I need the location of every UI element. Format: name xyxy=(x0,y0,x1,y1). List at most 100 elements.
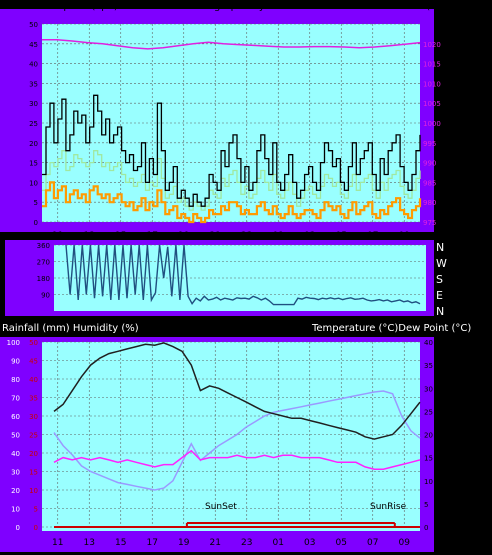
temp-x-tick-label: 19 xyxy=(178,538,190,548)
temp-x-tick-label: 01 xyxy=(273,538,284,548)
rain-tick-label: 40 xyxy=(29,376,38,384)
windspeed-tick-label: 50 xyxy=(29,21,38,29)
barometer-tick-label: 1015 xyxy=(423,61,441,69)
temp-x-tick-label: 13 xyxy=(84,538,95,548)
wind-x-tick-label: 17 xyxy=(147,231,158,241)
temp-x-tick-label: 17 xyxy=(147,538,158,548)
temp-x-tick-label: 23 xyxy=(241,538,252,548)
barometer-tick-label: 975 xyxy=(423,219,436,227)
humidity-tick-label: 50 xyxy=(11,432,20,440)
rain-tick-label: 15 xyxy=(29,469,38,477)
direction-tick-label: 270 xyxy=(37,259,50,267)
windspeed-tick-label: 10 xyxy=(29,179,38,187)
rain-tick-label: 0 xyxy=(34,524,38,532)
rain-humidity-axis-title: Rainfall (mm) Humidity (%) xyxy=(2,323,139,334)
direction-tick-label: 360 xyxy=(37,242,50,250)
wind-x-tick-label: 19 xyxy=(178,231,190,241)
direction-tick-label: 180 xyxy=(37,275,50,283)
temperature-tick-label: 10 xyxy=(424,478,433,486)
temperature-tick-label: 40 xyxy=(424,339,433,347)
windspeed-tick-label: 30 xyxy=(29,100,38,108)
direction-letter-s: S xyxy=(436,273,443,286)
direction-letter-w: W xyxy=(436,257,447,270)
sunrise-label: SunRise xyxy=(370,502,407,512)
humidity-tick-label: 0 xyxy=(16,524,20,532)
rain-tick-label: 5 xyxy=(34,506,38,514)
rain-tick-label: 50 xyxy=(29,339,38,347)
dewpoint-line xyxy=(53,449,421,470)
wind-x-tick-label: 05 xyxy=(336,231,347,241)
humidity-tick-label: 60 xyxy=(11,413,20,421)
temp-x-tick-label: 05 xyxy=(336,538,347,548)
barometer-line xyxy=(42,39,421,50)
direction-letter-n-top: N xyxy=(436,241,444,254)
temp-x-tick-label: 03 xyxy=(304,538,315,548)
wind-x-tick-label: 09 xyxy=(399,231,411,241)
temperature-tick-label: 30 xyxy=(424,385,433,393)
temperature-tick-label: 15 xyxy=(424,455,433,463)
wind-x-tick-label: 07 xyxy=(367,231,378,241)
barometer-tick-label: 1010 xyxy=(423,80,441,88)
barometer-tick-label: 1005 xyxy=(423,100,441,108)
wind-x-tick-label: 03 xyxy=(304,231,315,241)
barometer-tick-label: 995 xyxy=(423,140,436,148)
direction-letter-n-bottom: N xyxy=(436,305,444,318)
graph-title: 24 hour graph day : 01 March 2019 xyxy=(172,1,350,12)
windspeed-tick-label: 35 xyxy=(29,80,38,88)
barometer-tick-label: 985 xyxy=(423,179,436,187)
windspeed-tick-label: 15 xyxy=(29,160,38,168)
humidity-tick-label: 20 xyxy=(11,487,20,495)
temp-plot-area xyxy=(42,342,420,531)
temperature-tick-label: 20 xyxy=(424,432,433,440)
wind-x-tick-label: 15 xyxy=(115,231,126,241)
windspeed-tick-label: 40 xyxy=(29,61,38,69)
windspeed-axis-title: Windspeed (kph) xyxy=(33,1,118,12)
temperature-tick-label: 5 xyxy=(424,501,428,509)
humidity-tick-label: 10 xyxy=(11,506,20,514)
wind-x-tick-label: 01 xyxy=(273,231,284,241)
windspeed-tick-label: 0 xyxy=(34,219,38,227)
barometer-tick-label: 990 xyxy=(423,160,436,168)
windspeed-tick-label: 5 xyxy=(34,199,38,207)
wind-direction-line xyxy=(65,244,421,306)
barometer-tick-label: 1020 xyxy=(423,41,441,49)
wind-gust-line xyxy=(42,94,421,207)
rain-tick-label: 20 xyxy=(29,450,38,458)
barometer-axis-title: Barometer (hpa) xyxy=(370,1,453,12)
barometer-tick-label: 1000 xyxy=(423,120,441,128)
windspeed-tick-label: 45 xyxy=(29,41,38,49)
temperature-line xyxy=(53,342,421,440)
humidity-tick-label: 30 xyxy=(11,469,20,477)
wind-x-tick-label: 21 xyxy=(210,231,221,241)
direction-tick-label: 90 xyxy=(41,292,50,300)
temp-x-tick-label: 07 xyxy=(367,538,378,548)
wind-x-tick-label: 13 xyxy=(84,231,95,241)
rain-tick-label: 10 xyxy=(29,487,38,495)
wind-x-tick-label: 11 xyxy=(52,231,63,241)
humidity-tick-label: 70 xyxy=(11,395,20,403)
rain-tick-label: 30 xyxy=(29,413,38,421)
direction-letter-e: E xyxy=(436,289,443,302)
temp-x-tick-label: 15 xyxy=(115,538,126,548)
barometer-tick-label: 980 xyxy=(423,199,436,207)
sunset-label: SunSet xyxy=(205,502,237,512)
temperature-tick-label: 0 xyxy=(424,524,428,532)
temperature-tick-label: 25 xyxy=(424,408,433,416)
temperature-tick-label: 35 xyxy=(424,362,433,370)
temp-x-tick-label: 09 xyxy=(399,538,411,548)
rain-tick-label: 35 xyxy=(29,395,38,403)
wind-speed-line xyxy=(42,181,422,224)
rain-tick-label: 25 xyxy=(29,432,38,440)
temp-x-tick-label: 11 xyxy=(52,538,63,548)
humidity-line xyxy=(53,390,421,491)
humidity-tick-label: 80 xyxy=(11,376,20,384)
wind-average-line xyxy=(42,150,421,211)
wind-x-tick-label: 23 xyxy=(241,231,252,241)
windspeed-tick-label: 25 xyxy=(29,120,38,128)
rain-tick-label: 45 xyxy=(29,358,38,366)
humidity-tick-label: 100 xyxy=(7,339,20,347)
temperature-dewpoint-axis-title: Temperature (°C)Dew Point (°C) xyxy=(311,323,471,334)
humidity-tick-label: 40 xyxy=(11,450,20,458)
temp-x-tick-label: 21 xyxy=(210,538,221,548)
